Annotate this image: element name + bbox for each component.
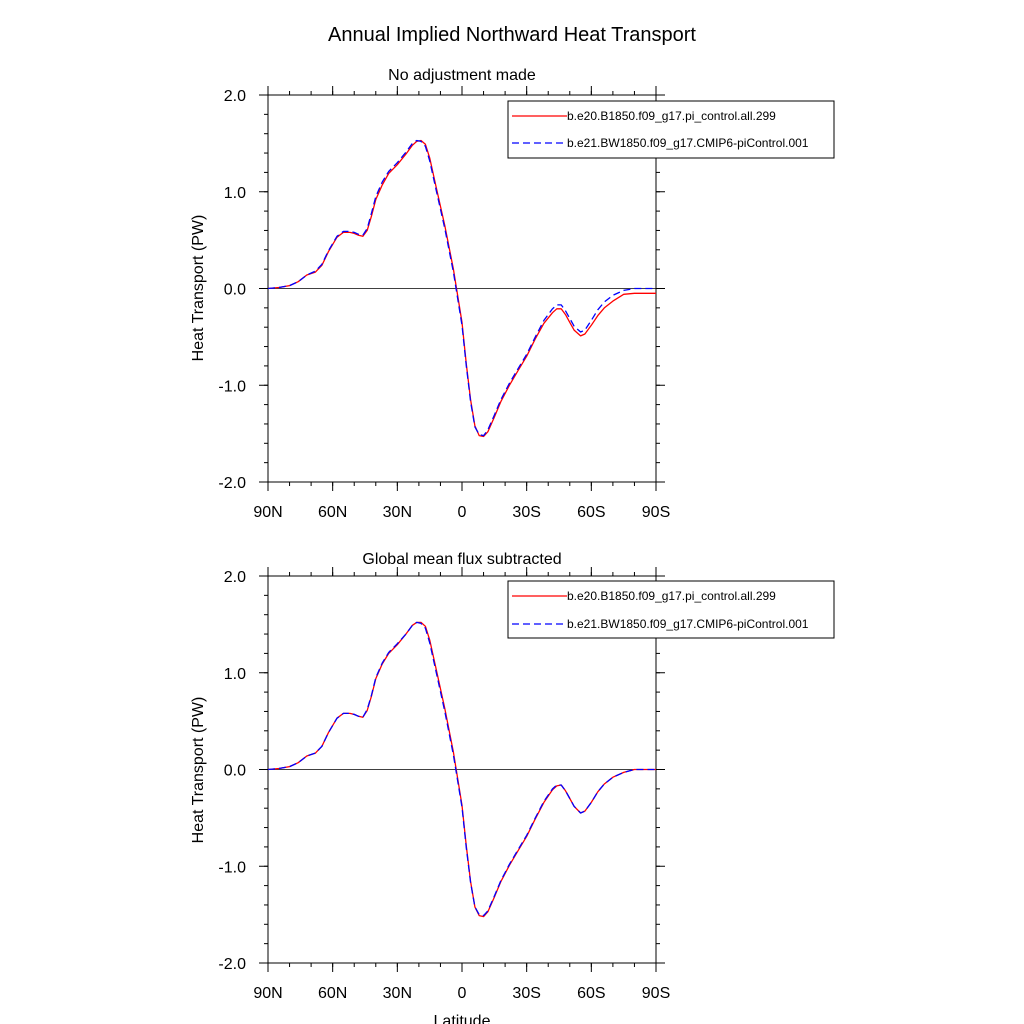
x-tick-label: 30N: [383, 504, 412, 521]
y-tick-label: 2.0: [224, 569, 246, 586]
x-tick-label: 0: [458, 985, 467, 1002]
x-tick-label: 0: [458, 504, 467, 521]
legend: b.e20.B1850.f09_g17.pi_control.all.299 b…: [507, 100, 835, 159]
x-tick-label: 60N: [318, 985, 347, 1002]
y-tick-label: 2.0: [224, 88, 246, 105]
series-line-b-e21: [267, 139, 656, 437]
x-tick-label: 90S: [642, 985, 670, 1002]
x-tick-label: 30S: [512, 504, 540, 521]
y-tick-label: 1.0: [224, 185, 246, 202]
x-tick-label: 90N: [253, 504, 282, 521]
y-tick-label: 0.0: [224, 763, 246, 780]
y-tick-label: -2.0: [218, 956, 246, 973]
y-tick-label: 0.0: [224, 282, 246, 299]
x-tick-label: 90N: [253, 985, 282, 1002]
x-tick-label: 90S: [642, 504, 670, 521]
x-axis-label: Latitude: [434, 1013, 491, 1024]
panel-title: No adjustment made: [388, 67, 536, 84]
panel-title: Global mean flux subtracted: [362, 551, 561, 568]
y-tick-label: -1.0: [218, 859, 246, 876]
y-axis-label: Heat Transport (PW): [190, 697, 207, 844]
x-tick-label: 60N: [318, 504, 347, 521]
series-line-b-e21: [267, 621, 656, 917]
legend-entry-1: b.e20.B1850.f09_g17.pi_control.all.299: [567, 109, 776, 123]
x-tick-label: 60S: [577, 985, 605, 1002]
x-tick-label: 30S: [512, 985, 540, 1002]
legend-entry-2: b.e21.BW1850.f09_g17.CMIP6-piControl.001: [567, 136, 809, 150]
chart-panel-global-mean-subtracted: Global mean flux subtracted Heat Transpo…: [190, 551, 835, 1002]
figure-title: Annual Implied Northward Heat Transport: [328, 24, 696, 46]
plot-area: 90N 60N 30N 0 30S 60S 90S 2.0 1.0 0.0 -1.0 -2.0: [218, 86, 670, 521]
x-tick-label: 60S: [577, 504, 605, 521]
legend-entry-2: b.e21.BW1850.f09_g17.CMIP6-piControl.001: [567, 617, 809, 631]
y-axis-label: Heat Transport (PW): [190, 215, 207, 362]
legend-box: [507, 580, 835, 639]
y-tick-label: 1.0: [224, 666, 246, 683]
plot-area: 90N 60N 30N 0 30S 60S 90S 2.0 1.0 0.0 -1.0 -2.0: [218, 567, 670, 1002]
y-tick-label: -1.0: [218, 378, 246, 395]
x-tick-label: 30N: [383, 985, 412, 1002]
legend: b.e20.B1850.f09_g17.pi_control.all.299 b…: [507, 580, 835, 639]
y-tick-label: -2.0: [218, 475, 246, 492]
legend-entry-1: b.e20.B1850.f09_g17.pi_control.all.299: [567, 589, 776, 603]
chart-panel-no-adjustment: No adjustment made Heat Transport (PW) 9…: [190, 67, 835, 521]
legend-box: [507, 100, 835, 159]
